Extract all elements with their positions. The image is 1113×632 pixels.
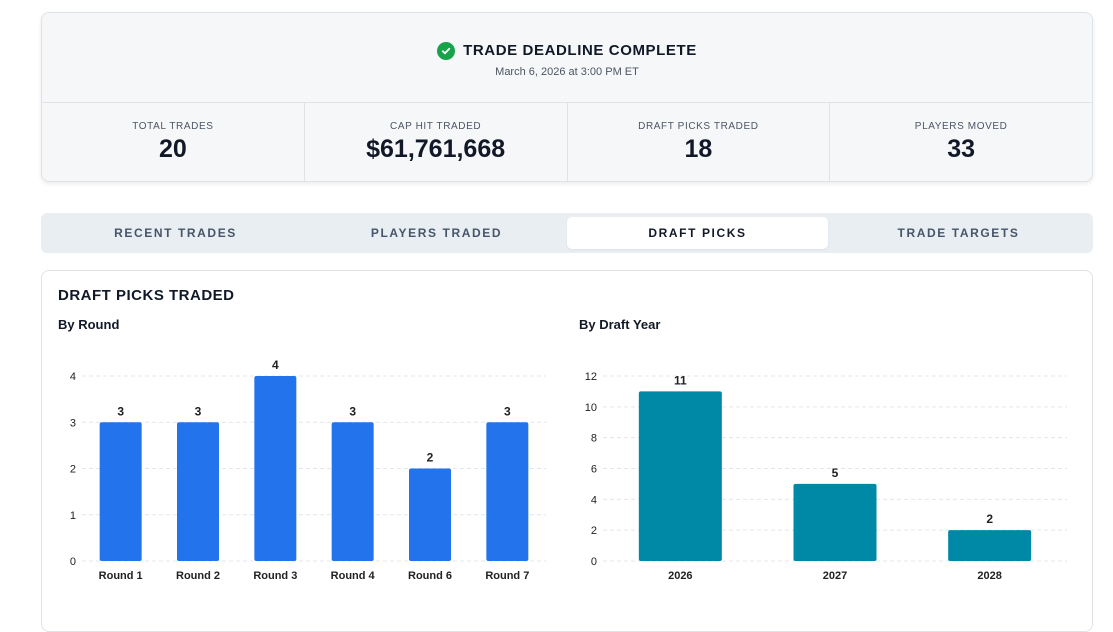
tab-bar: RECENT TRADES PLAYERS TRADED DRAFT PICKS… [41,213,1093,253]
data-label: 2 [427,451,434,465]
bar-year-2 [793,483,877,561]
status-title: TRADE DEADLINE COMPLETE [463,42,697,59]
bar-round-5 [409,468,451,561]
x-tick-label: 2027 [823,570,847,582]
stat-value: $61,761,668 [366,135,506,163]
data-label: 3 [504,404,511,418]
status-line: TRADE DEADLINE COMPLETE [437,41,697,60]
bar-round-6 [486,422,529,561]
panel-title: DRAFT PICKS TRADED [58,287,235,304]
x-tick-label: Round 3 [253,570,297,582]
stat-total-trades: TOTAL TRADES 20 [42,103,305,181]
stat-cap-hit-traded: CAP HIT TRADED $61,761,668 [305,103,568,181]
x-tick-label: Round 7 [485,570,529,582]
y-tick-label: 3 [70,417,76,429]
stat-draft-picks-traded: DRAFT PICKS TRADED 18 [568,103,831,181]
data-label: 5 [832,466,839,480]
data-label: 3 [117,404,124,418]
data-label: 3 [349,404,356,418]
stat-value: 18 [684,135,713,163]
y-tick-label: 4 [70,371,76,383]
bar-round-2 [177,422,219,561]
y-tick-label: 2 [591,525,597,537]
summary-header: TRADE DEADLINE COMPLETE March 6, 2026 at… [42,13,1092,103]
stat-label: TOTAL TRADES [132,121,214,132]
chart-title-by-draft-year: By Draft Year [579,317,661,332]
y-tick-label: 12 [585,371,597,383]
stat-value: 20 [158,135,187,163]
data-label: 4 [272,358,279,372]
tab-players-traded[interactable]: PLAYERS TRADED [370,226,503,240]
bar-round-1 [99,422,142,561]
stat-label: CAP HIT TRADED [390,121,482,132]
y-tick-label: 0 [591,556,597,568]
y-tick-label: 2 [70,464,76,476]
data-label: 3 [195,404,202,418]
bar-year-3 [948,530,1032,561]
y-tick-label: 6 [591,464,597,476]
data-label: 2 [986,512,993,526]
draft-picks-panel: DRAFT PICKS TRADED By Round By Draft Yea… [41,270,1093,632]
x-tick-label: Round 1 [99,570,143,582]
stats-row: TOTAL TRADES 20 CAP HIT TRADED $61,761,6… [42,103,1092,181]
y-tick-label: 0 [70,556,76,568]
tab-recent-trades[interactable]: RECENT TRADES [114,226,237,240]
x-tick-label: Round 4 [331,570,376,582]
x-tick-label: Round 2 [176,570,220,582]
summary-card: TRADE DEADLINE COMPLETE March 6, 2026 at… [41,12,1093,182]
check-circle-icon [437,41,456,60]
x-tick-label: 2026 [668,570,692,582]
bar-year-1 [638,391,722,561]
bar-round-3 [254,376,297,561]
y-tick-label: 8 [591,433,597,445]
tab-trade-targets[interactable]: TRADE TARGETS [897,226,1020,240]
bar-round-4 [331,422,374,561]
stat-players-moved: PLAYERS MOVED 33 [830,103,1092,181]
stat-value: 33 [947,135,976,163]
data-label: 11 [674,373,687,387]
stat-label: DRAFT PICKS TRADED [638,121,759,132]
y-tick-label: 10 [585,402,597,414]
tab-draft-picks[interactable]: DRAFT PICKS [567,217,828,249]
y-tick-label: 1 [70,510,76,522]
stat-label: PLAYERS MOVED [914,121,1008,132]
chart-title-by-round: By Round [58,317,120,332]
x-tick-label: Round 6 [408,570,452,582]
x-tick-label: 2028 [977,570,1001,582]
status-timestamp: March 6, 2026 at 3:00 PM ET [495,65,639,78]
y-tick-label: 4 [591,494,597,506]
